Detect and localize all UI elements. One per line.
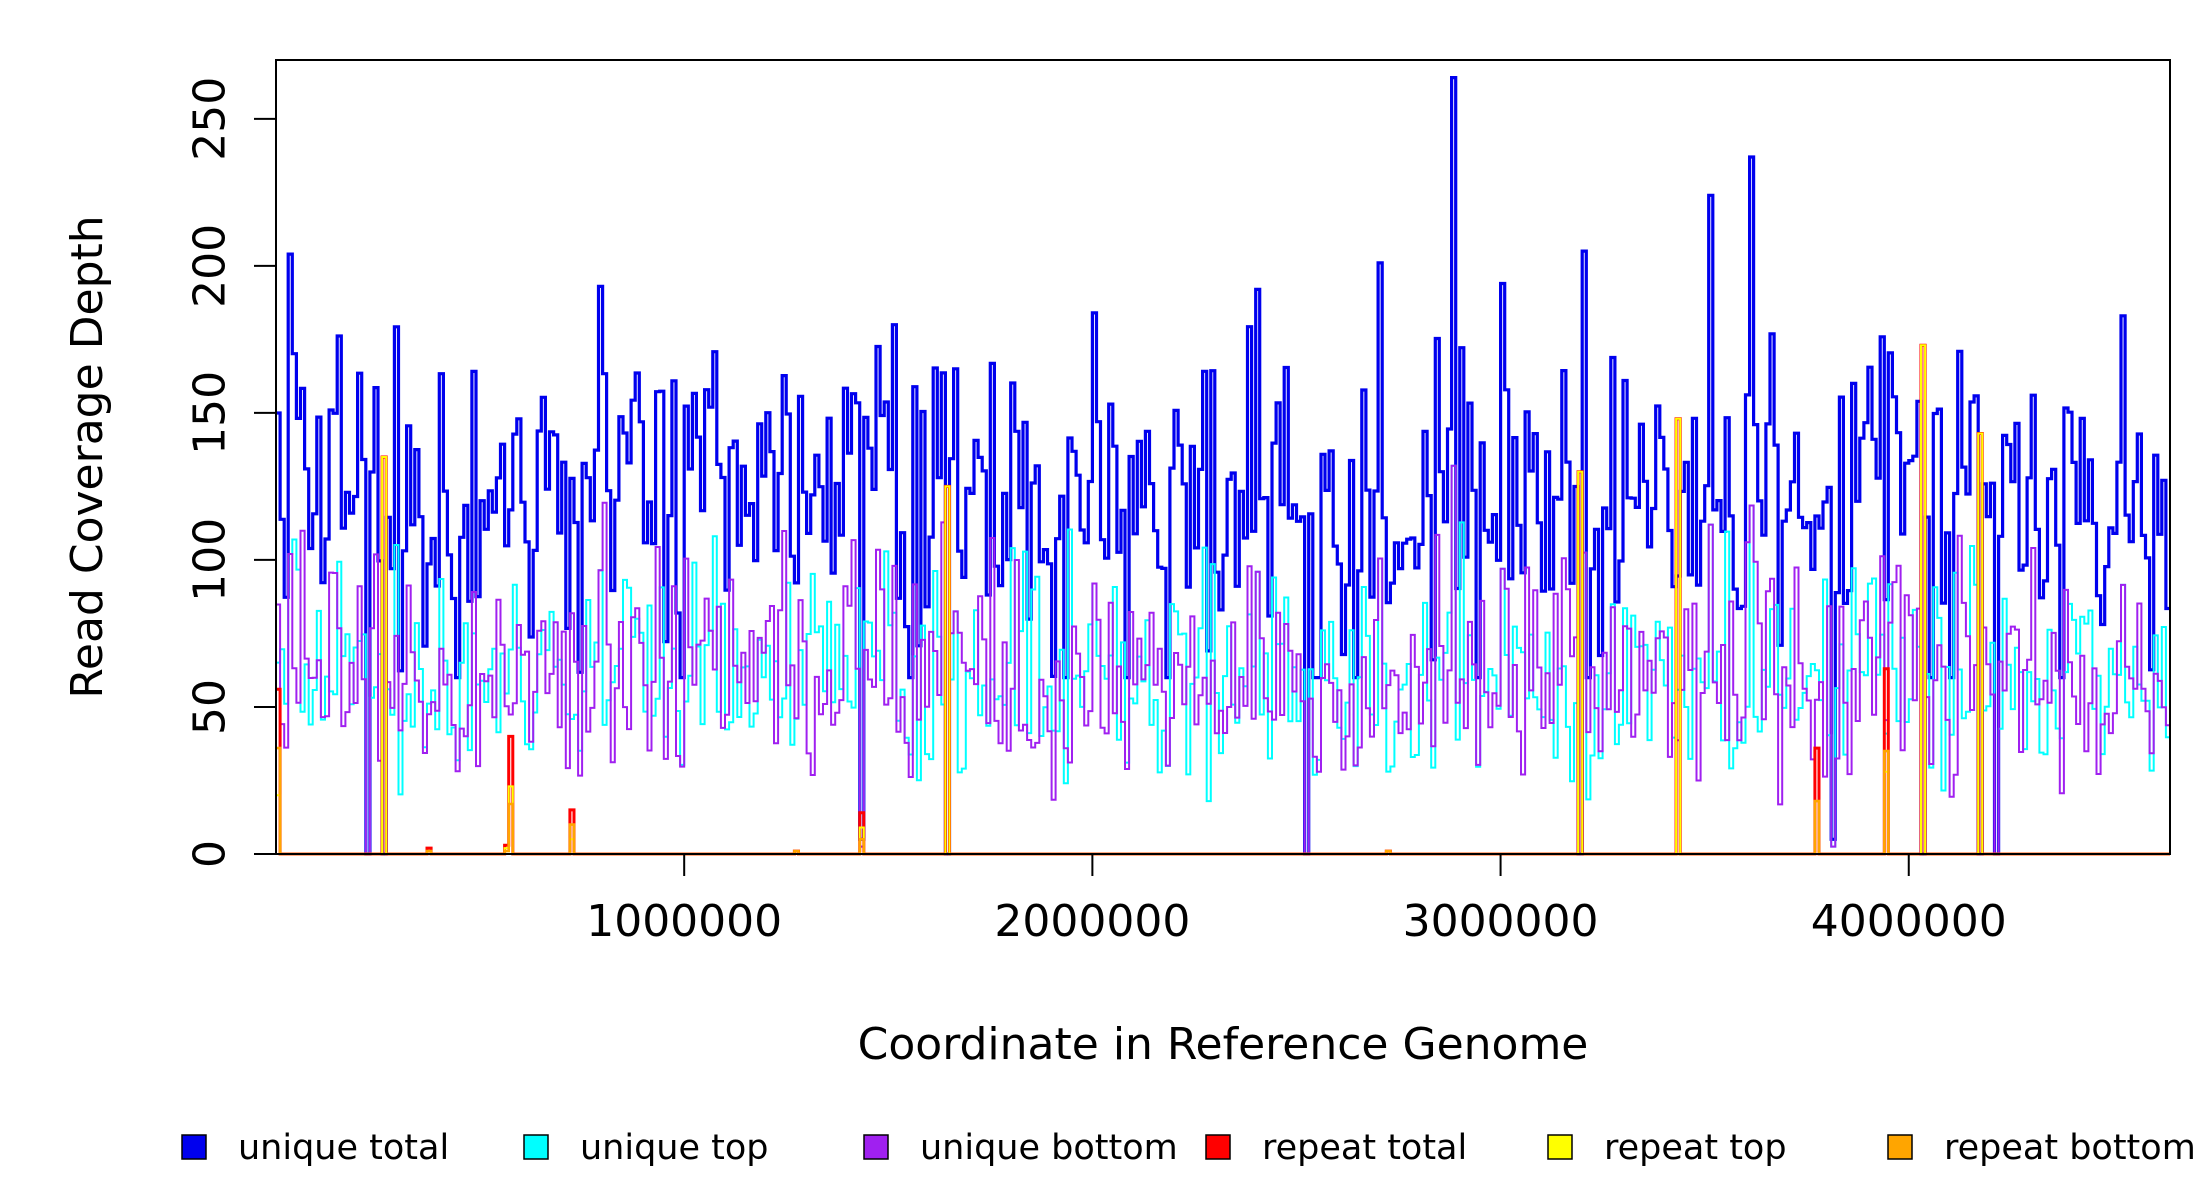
legend: unique total unique top unique bottom repea…	[181, 1128, 2196, 1168]
series-layer	[276, 76, 2170, 856]
legend-swatch-unique-top	[523, 1134, 549, 1160]
axes-layer: 0 50 100 150 200 250 1000000 2000000 3000000 4000…	[185, 77, 2007, 947]
legend-swatch-repeat-top	[1547, 1134, 1573, 1160]
legend-label-repeat-top: repeat top	[1604, 1128, 1787, 1168]
y-tick-label: 150	[185, 371, 236, 455]
legend-label-unique-total: unique total	[238, 1128, 449, 1168]
series-line-unique-top	[276, 464, 2170, 855]
x-tick-label: 3000000	[1403, 896, 1599, 947]
x-tick-label: 4000000	[1811, 896, 2007, 947]
y-tick-label: 200	[185, 224, 236, 308]
x-axis-title: Coordinate in Reference Genome	[858, 1019, 1589, 1070]
legend-label-unique-bottom: unique bottom	[920, 1128, 1178, 1168]
legend-swatch-repeat-bottom	[1887, 1134, 1913, 1160]
series-line-unique-bottom	[276, 464, 2170, 855]
y-tick-label: 50	[185, 679, 236, 735]
legend-swatch-unique-total	[181, 1134, 207, 1160]
y-tick-label: 0	[185, 840, 236, 868]
y-axis-title: Read Coverage Depth	[62, 215, 113, 698]
legend-label-repeat-bottom: repeat bottom	[1944, 1128, 2196, 1168]
legend-swatch-repeat-total	[1205, 1134, 1231, 1160]
x-tick-label: 2000000	[994, 896, 1190, 947]
series-line-unique-total	[276, 76, 2170, 856]
legend-label-unique-top: unique top	[580, 1128, 769, 1168]
y-tick-label: 100	[185, 518, 236, 602]
y-tick-label: 250	[185, 77, 236, 161]
legend-swatch-unique-bottom	[863, 1134, 889, 1160]
x-tick-label: 1000000	[586, 896, 782, 947]
series-line-repeat-bottom	[276, 746, 2170, 856]
legend-label-repeat-total: repeat total	[1262, 1128, 1467, 1168]
